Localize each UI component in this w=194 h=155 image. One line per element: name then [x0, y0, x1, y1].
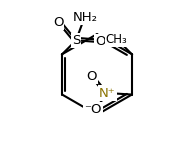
Text: O: O — [53, 16, 63, 29]
Text: O: O — [95, 35, 105, 48]
Text: CH₃: CH₃ — [106, 33, 127, 46]
Text: NH₂: NH₂ — [73, 11, 98, 24]
Text: ⁻O: ⁻O — [84, 103, 102, 116]
Text: N⁺: N⁺ — [99, 86, 115, 100]
Text: S: S — [72, 34, 80, 47]
Text: O: O — [87, 70, 97, 83]
